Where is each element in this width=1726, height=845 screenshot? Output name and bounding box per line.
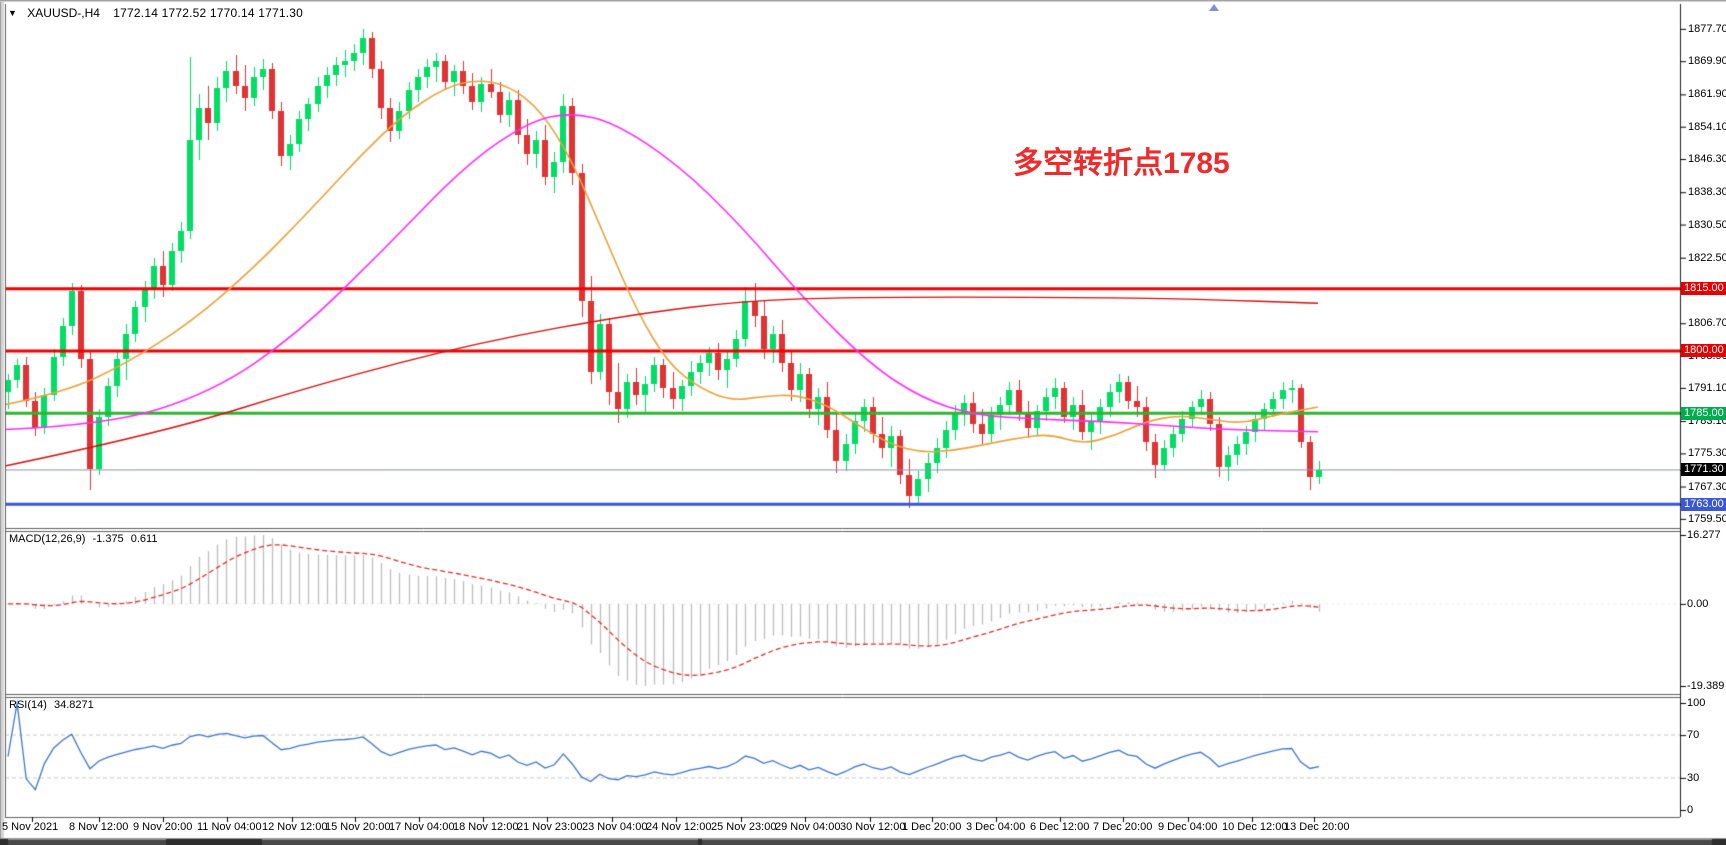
time-axis-label: 9 Nov 20:00 [133, 821, 193, 833]
time-axis-label: 8 Nov 12:00 [69, 821, 129, 833]
macd-indicator-label: MACD(12,26,9) -1.375 0.611 [9, 533, 161, 545]
price-badge: 1785.00 [1681, 406, 1726, 420]
price-axis-tick-label: 1838.30 [1688, 186, 1726, 199]
price-axis-tick-label: 1869.90 [1688, 55, 1726, 68]
rsi-name: RSI(14) [9, 699, 47, 711]
price-badge: 1815.00 [1681, 282, 1726, 296]
macd-axis-tick-label: 0.00 [1687, 597, 1709, 610]
time-axis-label: 6 Dec 12:00 [1030, 821, 1090, 833]
rsi-axis-tick-label: 30 [1687, 771, 1700, 784]
rsi-axis-tick-label: 100 [1687, 697, 1706, 709]
ohlc-values: 1772.14 1772.52 1770.14 1771.30 [113, 6, 304, 20]
price-axis-tick-label: 1861.90 [1688, 88, 1726, 101]
price-axis-tick-label: 1767.30 [1688, 480, 1726, 493]
time-axis-label: 1 Dec 20:00 [902, 821, 962, 833]
rsi-value: 34.8271 [53, 699, 94, 711]
price-axis-tick-label: 1775.30 [1688, 447, 1726, 460]
time-axis-label: 5 Nov 2021 [2, 821, 59, 833]
price-axis-tick-label: 1877.70 [1688, 22, 1726, 35]
price-axis-tick-label: 1854.10 [1688, 120, 1726, 133]
time-axis-label: 15 Nov 20:00 [325, 821, 391, 833]
time-axis-label: 10 Dec 12:00 [1222, 821, 1288, 833]
rsi-axis-tick-label: 70 [1687, 729, 1700, 742]
time-axis-label: 9 Dec 04:00 [1158, 821, 1218, 833]
time-axis-label: 3 Dec 04:00 [966, 821, 1026, 833]
price-badge: 1763.00 [1681, 497, 1726, 511]
time-axis-label: 18 Nov 12:00 [453, 821, 519, 833]
macd-main-value: -1.375 [92, 533, 124, 545]
price-badge: 1771.30 [1681, 463, 1726, 477]
time-axis-label: 11 Nov 04:00 [197, 821, 262, 833]
time-axis-label: 12 Nov 12:00 [262, 821, 328, 833]
time-axis-label: 25 Nov 23:00 [711, 821, 777, 833]
macd-signal-value: 0.611 [130, 533, 158, 545]
price-axis-tick-label: 1759.50 [1688, 512, 1726, 525]
symbol-period-label: XAUUSD-,H4 [27, 6, 100, 20]
macd-axis-tick-label: -19.389 [1687, 680, 1725, 692]
macd-name: MACD(12,26,9) [9, 533, 86, 545]
time-axis-label: 7 Dec 20:00 [1093, 821, 1153, 833]
time-axis-label: 29 Nov 04:00 [775, 821, 841, 833]
scroll-marker-icon[interactable] [1209, 4, 1219, 11]
price-axis-tick-label: 1830.50 [1688, 218, 1726, 231]
price-axis-tick-label: 1822.50 [1688, 251, 1726, 264]
rsi-axis-tick-label: 0 [1687, 804, 1694, 816]
time-axis-label: 23 Nov 04:00 [582, 821, 648, 833]
time-axis-label: 17 Nov 04:00 [389, 821, 455, 833]
time-axis-label: 30 Nov 12:00 [840, 821, 906, 833]
macd-axis-tick-label: 16.277 [1687, 529, 1721, 541]
price-axis-tick-label: 1806.70 [1688, 317, 1726, 330]
price-axis-tick-label: 1791.10 [1688, 381, 1726, 394]
rsi-indicator-label: RSI(14) 34.8271 [9, 699, 98, 711]
chevron-down-icon[interactable]: ▼ [8, 8, 17, 18]
annotation-text: 多空转折点1785 [1013, 147, 1230, 180]
chart-title: ▼ XAUUSD-,H4 1772.14 1772.52 1770.14 177… [8, 6, 303, 20]
price-axis-tick-label: 1846.30 [1688, 153, 1726, 166]
time-axis-label: 24 Nov 12:00 [646, 821, 712, 833]
price-badge: 1800.00 [1681, 344, 1726, 358]
time-axis-label: 21 Nov 23:00 [517, 821, 583, 833]
time-axis-label: 13 Dec 20:00 [1284, 821, 1350, 833]
